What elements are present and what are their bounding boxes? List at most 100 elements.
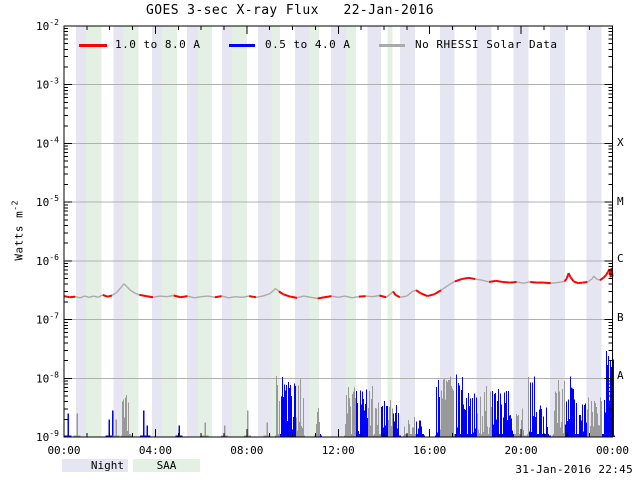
short-flux-bar: [462, 377, 463, 437]
short-flux-bar: [385, 425, 386, 437]
short-flux-bar: [567, 421, 568, 437]
short-flux-bar: [355, 398, 356, 437]
short-flux-bar: [391, 425, 392, 437]
long-flux-segment: [399, 295, 407, 298]
short-flux-bar: [498, 388, 499, 437]
short-flux-bar: [577, 434, 578, 437]
short-flux-bar: [486, 385, 487, 437]
short-flux-bar: [608, 355, 609, 437]
x-tick-label: 04:00: [139, 444, 172, 457]
long-flux-segment: [310, 296, 318, 300]
short-flux-bar: [509, 415, 510, 437]
short-flux-bar: [561, 422, 562, 437]
saa-band: [308, 26, 320, 437]
short-flux-bar: [443, 379, 444, 437]
short-flux-bar: [473, 432, 474, 437]
short-flux-bar: [128, 402, 129, 437]
short-flux-bar: [459, 385, 460, 437]
short-flux-bar: [538, 434, 539, 437]
night-band: [257, 26, 272, 437]
short-flux-bar: [601, 401, 602, 437]
chart-title: GOES 3-sec X-ray Flux 22-Jan-2016: [146, 3, 434, 18]
short-flux-bar: [532, 382, 533, 437]
short-flux-bar: [319, 421, 320, 437]
short-flux-bar: [366, 389, 367, 437]
short-flux-bar: [398, 413, 399, 437]
long-flux-segment: [116, 286, 122, 294]
long-flux-segment: [290, 295, 298, 299]
short-flux-bar: [412, 427, 413, 437]
short-flux-bar: [480, 396, 481, 437]
long-flux-segment: [120, 283, 125, 288]
short-flux-bar: [540, 405, 541, 437]
long-flux-segment: [599, 277, 604, 282]
short-flux-bar: [469, 405, 470, 437]
short-flux-bar: [410, 434, 411, 437]
long-flux-segment: [88, 295, 94, 298]
short-flux-bar: [456, 374, 457, 437]
short-flux-bar: [297, 430, 298, 437]
long-flux-segment: [605, 271, 609, 276]
short-flux-bar: [596, 407, 597, 437]
night-band: [76, 26, 86, 437]
long-flux-segment: [278, 290, 284, 296]
short-flux-bar: [489, 427, 490, 437]
y-tick-label: 10-2: [36, 18, 59, 33]
short-flux-bar: [396, 404, 397, 437]
short-flux-bar: [555, 391, 556, 437]
short-flux-bar: [346, 395, 347, 437]
short-flux-bar: [488, 434, 489, 437]
short-flux-bar: [372, 385, 373, 437]
short-flux-bar: [513, 434, 514, 437]
short-flux-bar: [407, 434, 408, 437]
long-flux-segment: [201, 295, 209, 298]
x-tick-label: 12:00: [322, 444, 355, 457]
short-flux-bar: [461, 389, 462, 437]
long-flux-segment: [207, 295, 215, 298]
short-flux-bar: [413, 427, 414, 437]
short-flux-bar: [575, 434, 576, 437]
short-flux-bar: [478, 429, 479, 437]
short-flux-bar: [485, 410, 486, 437]
short-flux-bar: [405, 434, 406, 437]
short-flux-bar: [484, 391, 485, 437]
short-flux-bar: [387, 405, 388, 437]
short-flux-bar: [588, 397, 589, 437]
long-flux-segment: [573, 280, 579, 285]
short-flux-bar: [286, 384, 287, 437]
legend-label-long: 1.0 to 8.0 A: [115, 38, 201, 51]
short-flux-bar: [318, 407, 319, 437]
short-flux-bar: [517, 415, 518, 437]
short-flux-bar: [379, 434, 380, 437]
short-flux-bar: [569, 419, 570, 437]
short-flux-bar: [437, 432, 438, 437]
long-flux-segment: [153, 295, 161, 298]
short-flux-bar: [358, 430, 359, 437]
short-flux-bar: [361, 404, 362, 437]
saa-band: [123, 26, 139, 437]
short-flux-bar: [295, 385, 296, 437]
short-flux-spike: [266, 422, 268, 437]
short-flux-bar: [277, 384, 278, 437]
short-flux-bar: [130, 434, 131, 437]
y-axis-title-exponent: -2: [10, 200, 20, 211]
short-flux-bar: [576, 403, 577, 437]
short-flux-bar: [545, 434, 546, 437]
short-flux-bar: [380, 434, 381, 437]
x-tick-label: 08:00: [230, 444, 263, 457]
short-flux-bar: [388, 420, 389, 437]
long-flux-segment: [214, 295, 222, 299]
short-flux-bar: [122, 401, 123, 437]
saa-legend-label: SAA: [156, 459, 177, 472]
x-tick-label: 00:00: [47, 444, 80, 457]
short-flux-bar: [415, 434, 416, 437]
short-flux-bar: [595, 402, 596, 437]
long-flux-segment: [468, 276, 476, 281]
short-flux-bar: [501, 404, 502, 437]
short-flux-bar: [414, 416, 415, 437]
short-flux-bar: [476, 397, 477, 437]
long-flux-segment: [317, 296, 325, 300]
short-flux-bar: [590, 434, 591, 437]
short-flux-bar: [317, 411, 318, 437]
saa-legend-swatch: SAA: [133, 459, 200, 472]
